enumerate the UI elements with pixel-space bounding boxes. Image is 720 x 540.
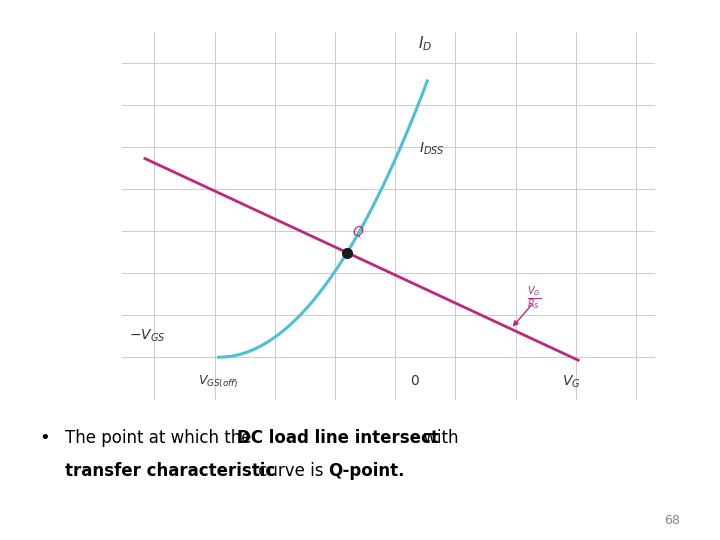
Text: $\frac{V_G}{R_S}$: $\frac{V_G}{R_S}$ (527, 285, 541, 312)
Text: $I_D$: $I_D$ (418, 35, 432, 53)
Text: •: • (40, 429, 50, 447)
Text: $V_{GS(off)}$: $V_{GS(off)}$ (199, 374, 239, 390)
Text: $Q$: $Q$ (352, 224, 364, 239)
Text: DC load line intersect: DC load line intersect (238, 429, 439, 447)
Text: The point at which the: The point at which the (65, 429, 256, 447)
Text: $-V_{GS}$: $-V_{GS}$ (129, 328, 166, 345)
Text: $0$: $0$ (410, 374, 420, 388)
Text: $V_G$: $V_G$ (562, 374, 581, 390)
Text: with: with (418, 429, 458, 447)
Text: $I_{DSS}$: $I_{DSS}$ (419, 141, 444, 157)
Text: curve is: curve is (253, 462, 329, 480)
Text: Q-point.: Q-point. (328, 462, 405, 480)
Text: 68: 68 (665, 514, 680, 526)
Text: transfer characteristic: transfer characteristic (65, 462, 275, 480)
